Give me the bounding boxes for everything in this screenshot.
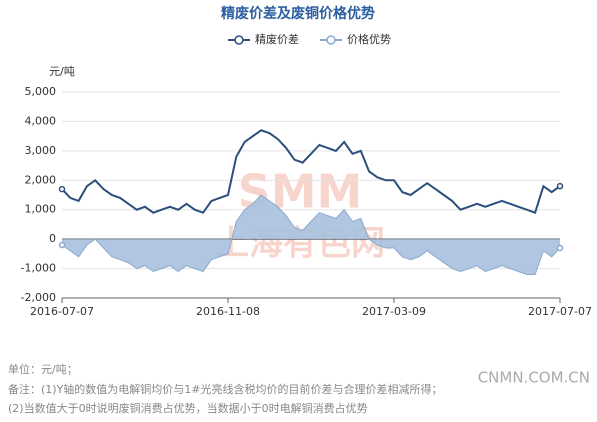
footnote: 备注：(1)Y轴的数值为电解铜均价与1#光亮线含税均价的目前价差与合理价差相减所… [8,382,443,396]
source: CNMN.COM.CN [478,369,590,387]
y-axis-label: 元/吨 [49,65,75,78]
y-tick-label: 2,000 [25,173,57,186]
y-tick-label: 0 [49,232,56,245]
legend-marker [234,35,244,45]
footnote: (2)当数值大于0时说明废铜消费占优势，当数据小于0时电解铜消费占优势 [8,401,368,415]
y-tick-label: 3,000 [25,144,57,157]
legend-label: 精废价差 [255,32,299,46]
line [61,129,561,214]
line [61,194,561,275]
x-tick-label: 2017-03-09 [362,305,426,318]
point [58,185,66,193]
y-tick-label: 5,000 [25,85,57,98]
point [556,182,564,190]
y-tick-label: 1,000 [25,203,57,216]
y-tick-label: -1,000 [21,262,56,275]
y-tick-label: -2,000 [21,291,56,304]
area [62,195,560,275]
y-tick-label: 4,000 [25,114,57,127]
x-tick-label: 2017-07-07 [528,305,592,318]
point [556,244,564,252]
x-tick-label: 2016-07-07 [30,305,94,318]
footnote: 单位：元/吨； [8,362,78,376]
legend-label: 价格优势 [347,32,391,46]
point [58,241,66,249]
legend-marker [326,35,336,45]
chart-title: 精废价差及废铜价格优势 [221,5,375,22]
x-tick-label: 2016-11-08 [196,305,260,318]
